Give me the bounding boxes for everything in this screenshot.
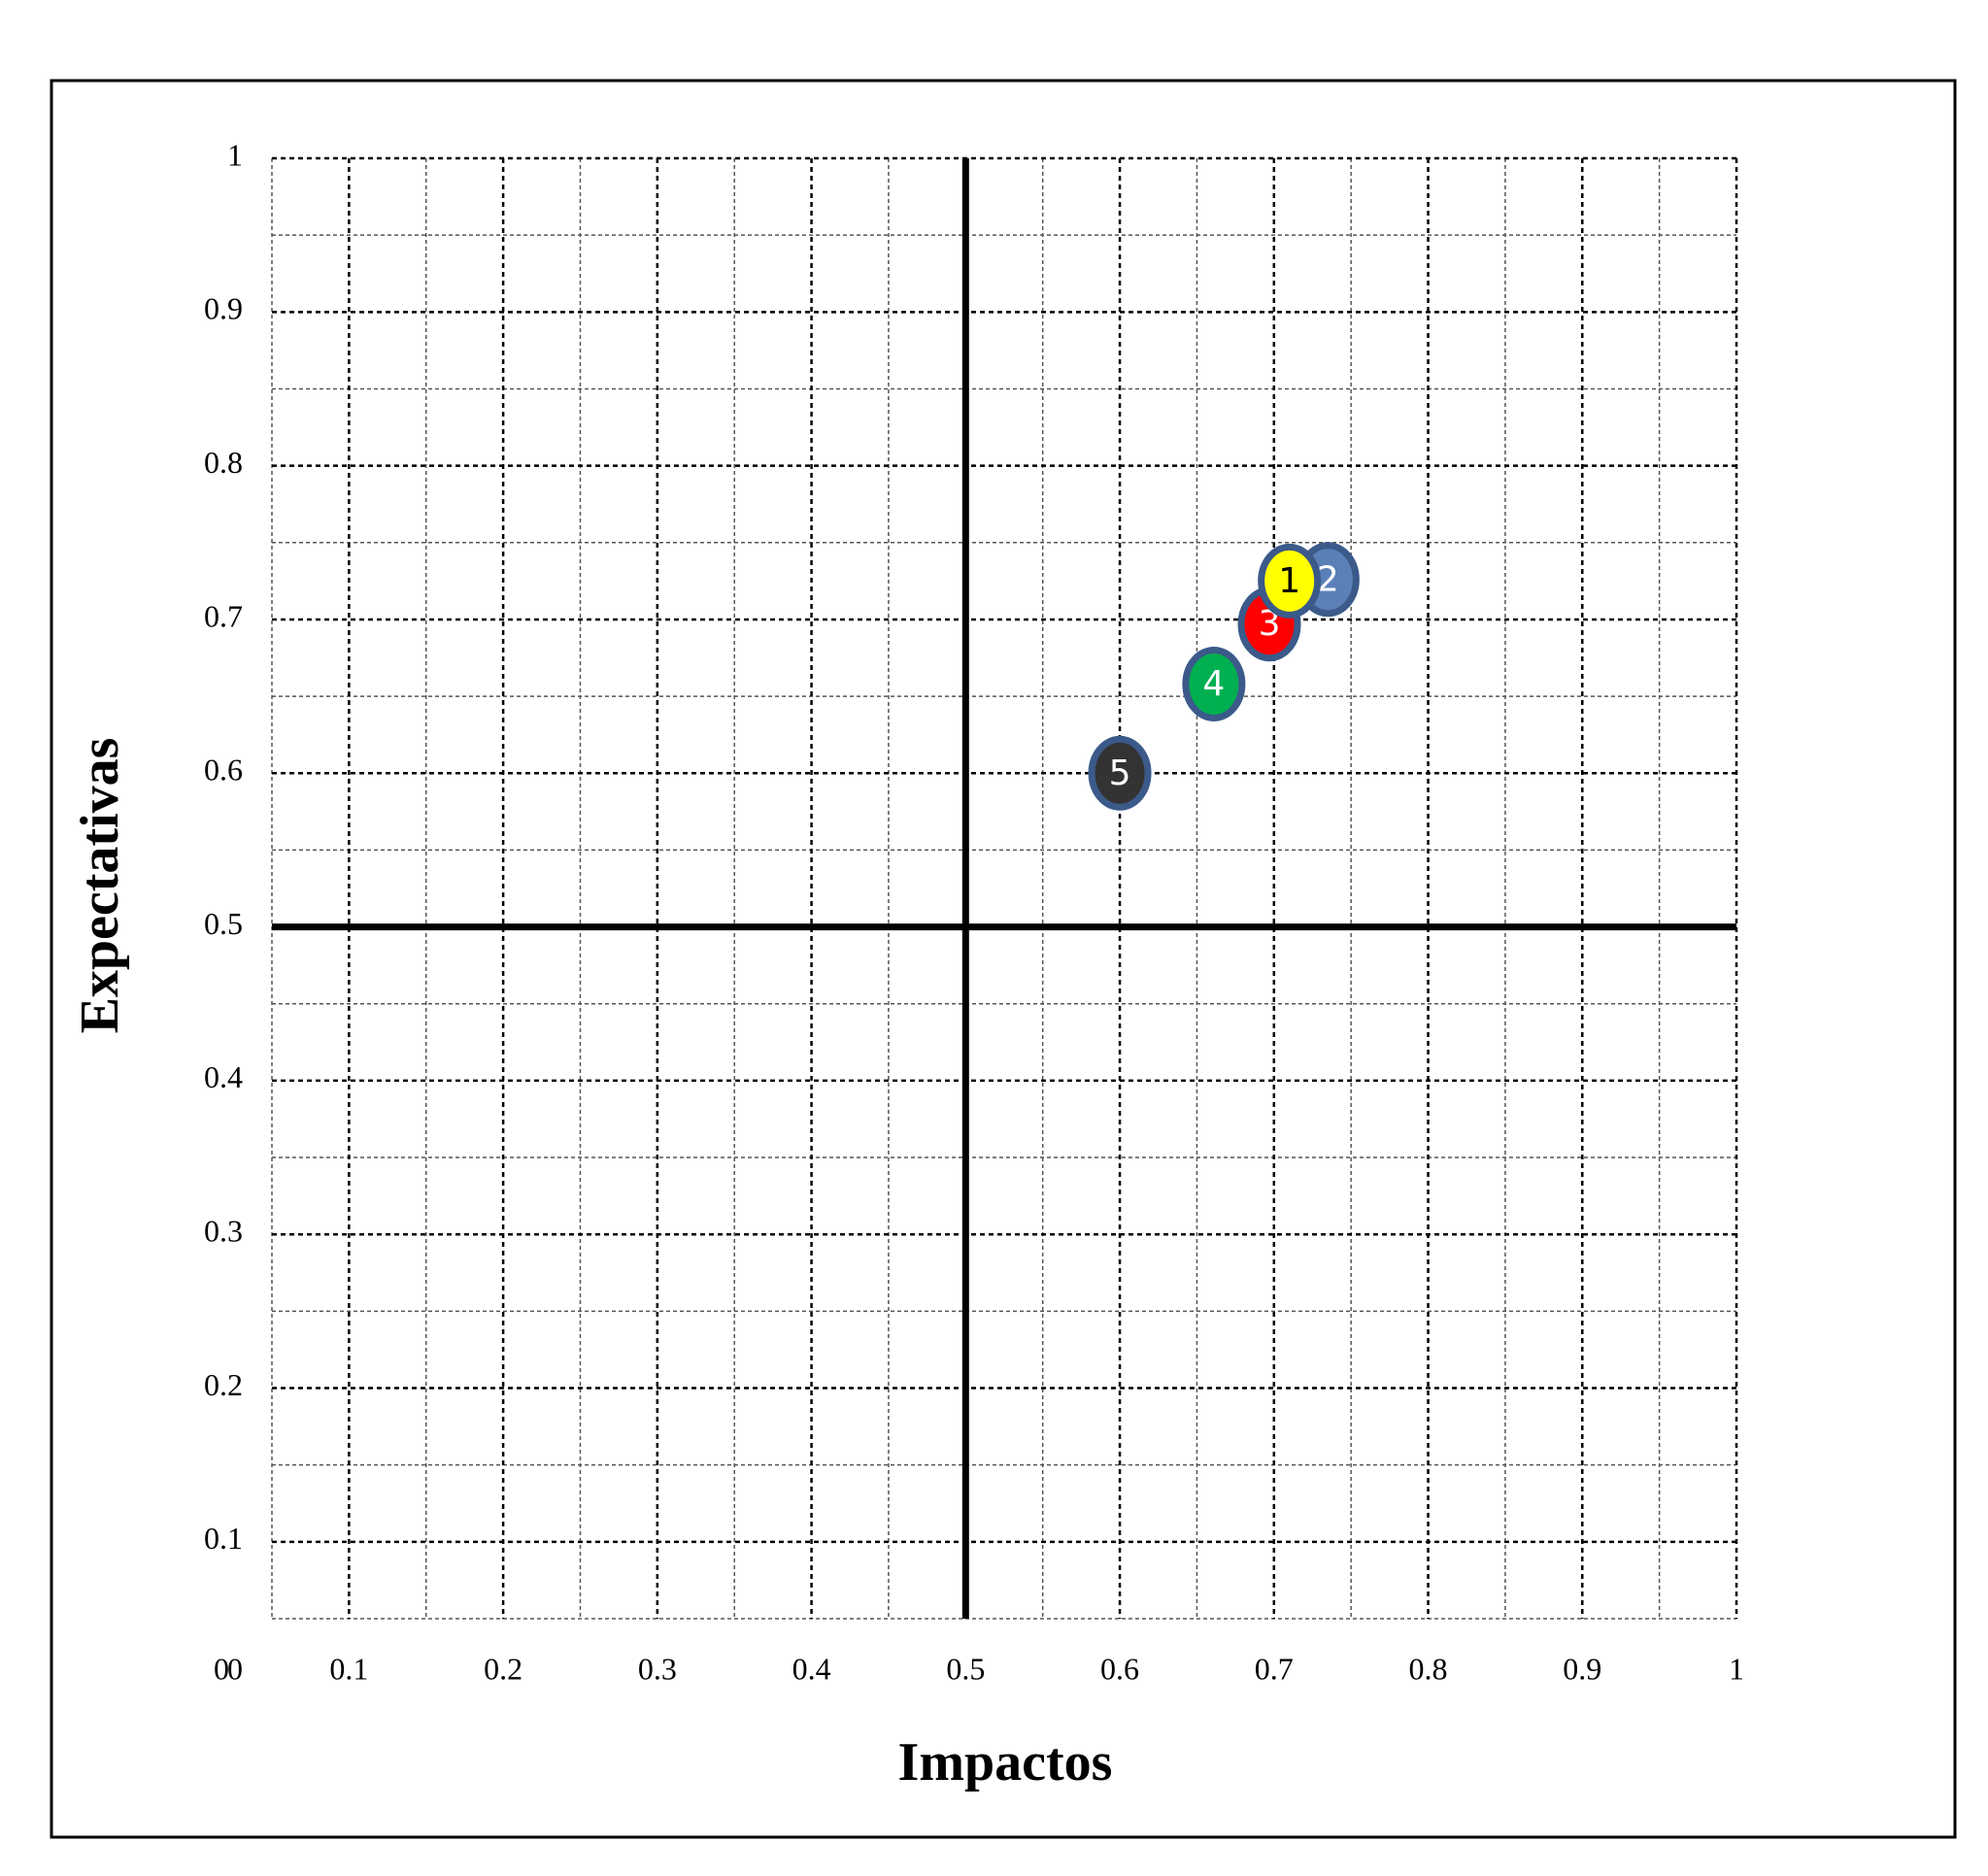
point xyxy=(1258,543,1322,619)
y-tick-label: 0 xyxy=(227,1651,243,1686)
x-axis-title: Impactos xyxy=(898,1732,1113,1792)
x-tick-label: 0.1 xyxy=(329,1651,368,1686)
x-tick-label: 0.3 xyxy=(638,1651,677,1686)
y-tick-label: 0.9 xyxy=(204,291,243,326)
point xyxy=(1088,735,1152,811)
point-label: 4 xyxy=(1202,664,1225,704)
frame xyxy=(50,79,1957,1839)
y-axis-title: Expectativas xyxy=(70,738,130,1034)
point-label: 2 xyxy=(1317,559,1339,599)
x-tick-label: 0.2 xyxy=(484,1651,522,1686)
y-tick-label: 0.5 xyxy=(204,906,243,941)
x-tick-label: 1 xyxy=(1729,1651,1744,1686)
y-tick-label: 1 xyxy=(227,137,243,172)
x-tick-label: 0 xyxy=(214,1651,229,1686)
y-tick-label: 0.7 xyxy=(204,598,243,633)
y-tick-label: 0.1 xyxy=(204,1521,243,1556)
y-tick-label: 0.8 xyxy=(204,445,243,480)
y-tick-label: 0.3 xyxy=(204,1214,243,1249)
x-tick-label: 0.5 xyxy=(946,1651,985,1686)
x-tick-label: 0.7 xyxy=(1255,1651,1294,1686)
x-tick-label: 0.4 xyxy=(792,1651,831,1686)
point-label: 5 xyxy=(1109,754,1131,793)
point-label: 1 xyxy=(1278,561,1300,601)
y-tick-label: 0.4 xyxy=(204,1059,243,1094)
y-tick-label: 0.2 xyxy=(204,1367,243,1402)
x-tick-label: 0.9 xyxy=(1563,1651,1601,1686)
x-tick-label: 0.6 xyxy=(1100,1651,1139,1686)
point xyxy=(1182,646,1246,721)
y-tick-label: 0.6 xyxy=(204,753,243,787)
x-tick-label: 0.8 xyxy=(1409,1651,1448,1686)
